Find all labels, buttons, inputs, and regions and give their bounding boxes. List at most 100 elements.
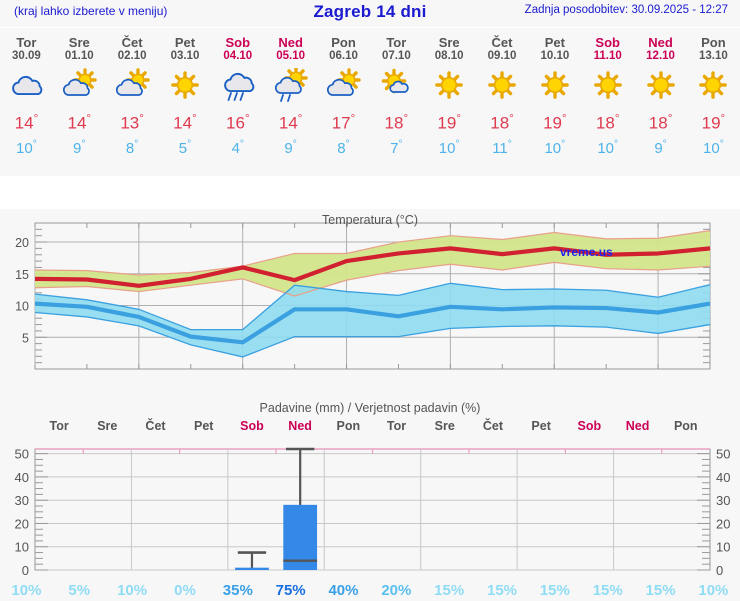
day-column[interactable]: Sre 08.10 19° 10° [423,28,476,159]
day-temp-max: 18° [648,113,673,133]
day-date: 10.10 [540,50,570,62]
precipitation-probability-label: 15% [539,582,570,599]
precipitation-day-label: Ned [288,419,312,433]
page-header: (kraj lahko izberete v meniju) Zagreb 14… [0,0,740,27]
rain-cloud-icon [211,65,264,105]
precipitation-chart: Padavine (mm) / Verjetnost padavin (%) T… [0,397,740,601]
sun-small-cloud-icon [370,65,423,105]
day-name: Ned [648,35,673,50]
precipitation-day-label: Tor [49,419,69,433]
day-date: 05.10 [276,50,306,62]
day-name: Čet [121,35,143,50]
precipitation-chart-title: Padavine (mm) / Verjetnost padavin (%) [259,401,481,415]
day-name: Tor [386,35,407,50]
day-name: Pet [544,35,565,50]
precipitation-probability-label: 10% [11,582,42,599]
day-name: Pon [701,35,726,50]
precipitation-probability-label: 15% [592,582,623,599]
day-temp-min: 4° [231,138,244,157]
day-temp-min: 10° [16,138,37,157]
day-date: 09.10 [487,50,517,62]
day-temp-max: 19° [437,113,461,133]
day-date: 30.09 [12,50,41,62]
svg-text:40: 40 [716,470,730,485]
day-temp-max: 19° [701,113,726,133]
day-date: 03.10 [170,50,200,62]
day-temp-min: 8° [125,138,139,157]
day-name: Tor [16,35,37,50]
day-temp-max: 18° [595,113,620,133]
precipitation-probability-row: 10% 5% 10% 0% 35% 75% 40% 20% 15% 15% 15% 15% 15% 10% [0,582,740,599]
day-column[interactable]: Čet 02.10 13° 8° [106,28,159,159]
day-temp-min: 10° [597,138,619,157]
svg-text:5: 5 [22,331,29,345]
day-temp-max: 13° [120,113,144,133]
day-temp-min: 9° [284,138,297,157]
precipitation-day-labels: Tor Sre Čet Pet Sob Ned Pon Tor Sre Čet Pet Sob Ned P… [35,419,710,433]
day-column[interactable]: Pon 06.10 17° 8° [317,28,370,159]
partly-sunny-icon [106,65,159,105]
precipitation-probability-label: 15% [434,582,465,599]
day-temp-min: 10° [544,138,566,157]
precipitation-day-label: Sob [577,419,602,433]
sunny-icon [581,65,634,105]
day-temp-max: 19° [543,113,567,133]
day-column[interactable]: Ned 05.10 14° 9° [264,28,317,159]
svg-text:0: 0 [22,563,29,578]
day-temp-max: 18° [490,113,514,133]
svg-text:0: 0 [716,563,723,578]
day-column[interactable]: Pet 10.10 19° 10° [528,28,581,159]
daily-forecast-strip: Tor 30.09 14° 10° Sre 01.10 14° 9° Čet 02.10 13… [0,27,740,176]
svg-text:20: 20 [15,516,29,531]
day-date: 01.10 [64,50,94,62]
panel-separator [0,176,740,209]
day-date: 07.10 [381,50,411,62]
sunny-icon [159,65,212,105]
svg-text:10: 10 [15,300,29,314]
svg-text:30: 30 [15,493,29,508]
svg-text:40: 40 [15,470,29,485]
day-temp-max: 17° [331,113,356,133]
svg-text:10: 10 [15,540,29,555]
day-temp-min: 5° [178,138,192,157]
svg-text:30: 30 [716,493,730,508]
day-column[interactable]: Pon 13.10 19° 10° [687,28,740,159]
day-temp-min: 10° [438,138,460,157]
precipitation-chart-svg: 0 0 10 10 20 20 30 30 40 40 50 50 [15,447,731,578]
day-columns: Tor 30.09 14° 10° Sre 01.10 14° 9° Čet 02.10 13… [0,28,740,159]
day-date: 12.10 [646,50,675,62]
precipitation-day-label: Sre [434,419,455,433]
sunny-icon [423,65,476,105]
precipitation-day-label: Čet [482,419,503,433]
cloudy-icon [0,65,53,105]
day-column[interactable]: Tor 30.09 14° 10° [0,28,53,159]
day-column[interactable]: Tor 07.10 18° 7° [370,28,423,159]
precipitation-day-label: Pon [336,419,361,433]
day-column[interactable]: Ned 12.10 18° 9° [634,28,687,159]
sun-rain-icon [264,65,317,105]
day-column[interactable]: Čet 09.10 18° 11° [476,28,529,159]
svg-text:50: 50 [716,447,730,462]
temperature-chart: Temperatura (°C) 5 10 15 20 vreme.us [0,209,740,397]
precipitation-probability-label: 0% [174,582,196,599]
day-column[interactable]: Sob 11.10 18° 10° [581,28,634,159]
sunny-icon [634,65,687,105]
day-column[interactable]: Pet 03.10 14° 5° [159,28,212,159]
day-date: 08.10 [434,50,464,62]
day-column[interactable]: Sre 01.10 14° 9° [53,28,106,159]
sunny-icon [476,65,529,105]
day-column[interactable]: Sob 04.10 16° 4° [211,28,264,159]
day-temp-min: 7° [390,138,403,157]
precipitation-probability-label: 15% [645,582,676,599]
precipitation-probability-label: 35% [222,582,253,599]
day-date: 02.10 [117,50,147,62]
precipitation-day-label: Pon [673,419,698,433]
day-temp-min: 9° [654,138,667,157]
day-name: Čet [491,35,513,50]
day-name: Ned [278,35,303,50]
temperature-chart-title: Temperatura (°C) [322,213,418,227]
sunny-icon [528,65,581,105]
day-date: 11.10 [593,50,622,62]
watermark-label: vreme.us [560,245,613,259]
day-date: 06.10 [329,50,358,62]
